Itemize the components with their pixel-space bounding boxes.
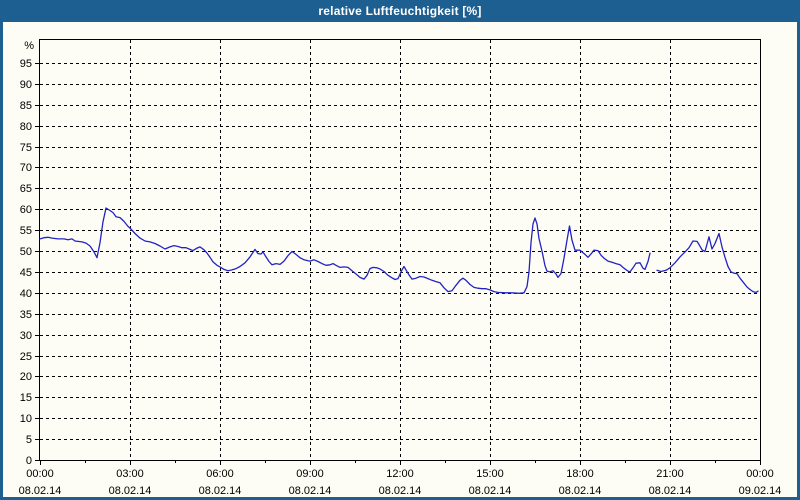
y-tick-label: 5 xyxy=(26,434,32,446)
y-tick-label: 25 xyxy=(20,351,32,363)
y-tick-label: 55 xyxy=(20,225,32,237)
x-tick-date-label: 08.02.14 xyxy=(109,485,152,497)
y-tick-label: 15 xyxy=(20,392,32,404)
x-tick-date-label: 08.02.14 xyxy=(199,485,242,497)
x-tick-time-label: 18:00 xyxy=(566,468,594,480)
y-tick-label: 10 xyxy=(20,413,32,425)
x-tick-date-label: 08.02.14 xyxy=(19,485,62,497)
x-tick-time-label: 15:00 xyxy=(476,468,504,480)
humidity-chart: 05101520253035404550556065707580859095%0… xyxy=(19,39,782,497)
y-tick-label: 70 xyxy=(20,162,32,174)
y-tick-label: 75 xyxy=(20,142,32,154)
y-tick-label: 85 xyxy=(20,100,32,112)
y-tick-label: 0 xyxy=(26,455,32,467)
x-tick-time-label: 21:00 xyxy=(656,468,684,480)
y-tick-label: 60 xyxy=(20,204,32,216)
x-tick-time-label: 00:00 xyxy=(746,468,774,480)
x-grid xyxy=(130,40,671,460)
y-tick-label: 40 xyxy=(20,288,32,300)
y-tick-label: 65 xyxy=(20,183,32,195)
y-axis-unit-label: % xyxy=(24,40,34,52)
x-tick-date-label: 08.02.14 xyxy=(559,485,602,497)
x-tick-date-label: 08.02.14 xyxy=(649,485,692,497)
x-tick-time-label: 12:00 xyxy=(386,468,414,480)
y-tick-label: 50 xyxy=(20,246,32,258)
x-tick-time-label: 06:00 xyxy=(206,468,234,480)
y-tick-label: 30 xyxy=(20,330,32,342)
x-axis: 00:00 08.02.14 03:00 08.02.14 06:00 08.02.14 0… xyxy=(19,460,782,497)
x-tick-date-label: 08.02.14 xyxy=(289,485,332,497)
y-tick-label: 95 xyxy=(20,58,32,70)
humidity-line xyxy=(39,207,651,294)
y-tick-label: 80 xyxy=(20,121,32,133)
title-bar: relative Luftfeuchtigkeit [%] xyxy=(0,0,800,22)
x-tick-time-label: 09:00 xyxy=(296,468,324,480)
y-tick-label: 45 xyxy=(20,267,32,279)
x-tick-date-label: 08.02.14 xyxy=(469,485,512,497)
y-tick-label: 35 xyxy=(20,309,32,321)
window-title: relative Luftfeuchtigkeit [%] xyxy=(318,4,482,18)
humidity-line xyxy=(656,232,759,294)
y-tick-label: 90 xyxy=(20,79,32,91)
y-tick-label: 20 xyxy=(20,371,32,383)
x-tick-date-label: 08.02.14 xyxy=(379,485,422,497)
y-axis: 0 5 10 15 20 25 30 35 40 45 50 55 60 65 70 75 80 85 90 95% xyxy=(20,40,40,467)
series xyxy=(39,207,759,294)
chart-container: 0 5 10 15 20 25 30 35 40 45 50 55 60 65 70 75 80 85 90 95% 0… xyxy=(3,22,797,497)
x-tick-time-label: 03:00 xyxy=(116,468,144,480)
x-tick-date-label: 09.02.14 xyxy=(739,485,782,497)
x-tick-time-label: 00:00 xyxy=(26,468,54,480)
